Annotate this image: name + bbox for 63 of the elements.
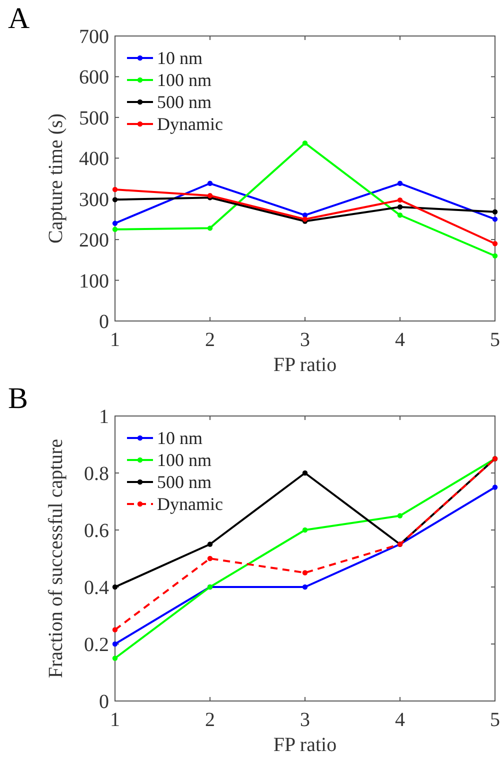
legend-label: 10 nm xyxy=(157,48,203,68)
x-tick-label: 4 xyxy=(395,709,405,731)
x-axis-title: FP ratio xyxy=(273,354,337,376)
point xyxy=(207,556,213,562)
point xyxy=(302,584,308,590)
point xyxy=(492,216,498,222)
x-tick-label: 5 xyxy=(490,329,500,351)
x-tick-label: 5 xyxy=(490,709,500,731)
y-tick-label: 400 xyxy=(79,148,109,170)
point xyxy=(397,212,403,218)
legend-label: Dynamic xyxy=(157,494,223,514)
legend-label: 100 nm xyxy=(157,450,212,470)
point xyxy=(207,226,213,231)
point xyxy=(397,180,403,186)
y-tick-label: 0.8 xyxy=(84,463,109,485)
y-tick-label: 500 xyxy=(79,107,109,130)
point xyxy=(112,584,118,590)
point xyxy=(492,253,498,258)
point xyxy=(492,484,498,490)
legend-label: 500 nm xyxy=(157,92,212,112)
y-tick-label: 0.4 xyxy=(84,577,109,599)
y-tick-label: 0.6 xyxy=(84,520,109,542)
chart-title: B xyxy=(8,382,28,415)
y-tick-label: 700 xyxy=(79,26,109,48)
legend-label: Dynamic xyxy=(157,114,223,134)
point xyxy=(207,542,213,547)
y-tick-label: 1 xyxy=(99,406,109,428)
point xyxy=(397,197,403,203)
point xyxy=(397,513,403,518)
point xyxy=(112,220,118,226)
point xyxy=(112,641,118,647)
point xyxy=(302,570,308,576)
x-axis-title: FP ratio xyxy=(273,734,337,756)
point xyxy=(492,209,498,214)
point xyxy=(112,186,118,192)
y-tick-label: 0 xyxy=(99,311,109,333)
y-tick-label: 0.2 xyxy=(84,634,109,656)
x-tick-label: 3 xyxy=(300,709,310,731)
legend-label: 100 nm xyxy=(157,70,212,90)
y-tick-label: 100 xyxy=(79,270,109,292)
x-tick-label: 3 xyxy=(300,329,310,351)
x-tick-label: 4 xyxy=(395,329,405,351)
point xyxy=(302,140,308,146)
point xyxy=(112,197,118,202)
x-tick-label: 2 xyxy=(205,709,215,731)
legend-label: 500 nm xyxy=(157,472,212,492)
point xyxy=(112,627,118,632)
y-tick-label: 600 xyxy=(79,66,109,89)
x-tick-label: 2 xyxy=(205,329,215,351)
point xyxy=(302,527,308,533)
legend-label: 10 nm xyxy=(157,428,203,448)
point xyxy=(112,656,118,661)
chart-title: A xyxy=(8,2,30,35)
y-axis-title: Fraction of successful capture xyxy=(45,438,67,678)
y-axis-title: Capture time (s) xyxy=(45,114,67,244)
point xyxy=(397,204,403,210)
point xyxy=(492,241,498,246)
y-tick-label: 200 xyxy=(79,230,109,252)
y-tick-label: 0 xyxy=(99,691,109,713)
point xyxy=(112,226,118,232)
point xyxy=(207,180,213,186)
y-tick-label: 300 xyxy=(79,188,109,211)
point xyxy=(302,470,308,476)
